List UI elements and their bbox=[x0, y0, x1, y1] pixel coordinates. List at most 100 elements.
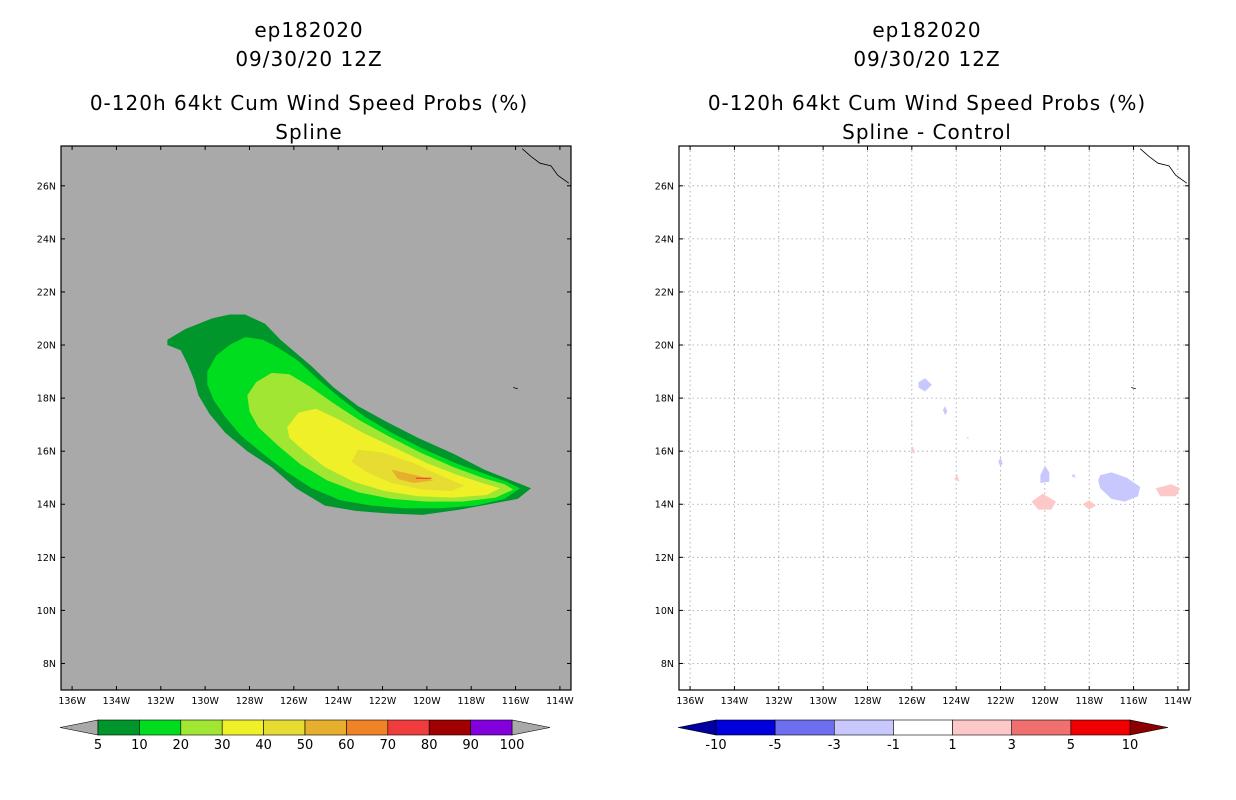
y-tick-label: 10N bbox=[655, 606, 674, 617]
colorbar-swatch bbox=[387, 719, 430, 736]
colorbar-label: 70 bbox=[380, 738, 397, 753]
x-tick-label: 126W bbox=[898, 696, 926, 707]
colorbar-label: -3 bbox=[828, 738, 841, 753]
colorbar-swatch bbox=[221, 719, 264, 736]
x-tick-label: 134W bbox=[721, 696, 749, 707]
y-tick-label: 26N bbox=[37, 181, 56, 192]
contour-level-3 bbox=[1031, 493, 1056, 510]
y-tick-label: 20N bbox=[37, 341, 56, 352]
contour-level-40 bbox=[351, 449, 465, 491]
colorbar-label: 10 bbox=[131, 738, 148, 753]
colorbar-swatch bbox=[833, 719, 894, 736]
x-tick-label: 126W bbox=[280, 696, 308, 707]
y-tick-label: 16N bbox=[37, 447, 56, 458]
contour-level-neg3 bbox=[918, 378, 932, 392]
x-tick-label: 136W bbox=[58, 696, 86, 707]
y-tick-label: 8N bbox=[661, 659, 674, 670]
x-tick-label: 124W bbox=[942, 696, 970, 707]
contour-level-neg3 bbox=[1040, 465, 1050, 483]
datetime: 09/30/20 12Z bbox=[853, 47, 1001, 71]
colorbar-swatch bbox=[180, 719, 223, 736]
x-tick-label: 114W bbox=[546, 696, 574, 707]
coastline bbox=[513, 387, 518, 390]
contour-level-neg3 bbox=[998, 457, 1003, 468]
chart-title: 0-120h 64kt Cum Wind Speed Probs (%) bbox=[89, 91, 529, 115]
x-tick-label: 128W bbox=[236, 696, 264, 707]
y-tick-label: 22N bbox=[655, 287, 674, 298]
chart-title: 0-120h 64kt Cum Wind Speed Probs (%) bbox=[707, 91, 1147, 115]
colorbar-swatch bbox=[470, 719, 513, 736]
colorbar-label: 5 bbox=[94, 738, 102, 753]
colorbar-swatch bbox=[97, 719, 140, 736]
colorbar-swatch bbox=[893, 719, 953, 736]
chart-subtitle: Spline - Control bbox=[842, 120, 1012, 144]
colorbar-over-triangle bbox=[511, 719, 551, 736]
y-tick-label: 24N bbox=[655, 234, 674, 245]
contour-level-30 bbox=[287, 408, 500, 498]
colorbar-under-triangle bbox=[59, 719, 99, 736]
x-tick-label: 134W bbox=[103, 696, 131, 707]
colorbar-label: 1 bbox=[948, 738, 956, 753]
x-tick-label: 114W bbox=[1164, 696, 1192, 707]
x-tick-label: 136W bbox=[676, 696, 704, 707]
colorbar-swatch bbox=[304, 719, 347, 736]
y-tick-label: 18N bbox=[37, 394, 56, 405]
colorbar-under-triangle bbox=[677, 719, 717, 736]
x-tick-label: 116W bbox=[502, 696, 530, 707]
chart-canvas: 136W 134W 132W 130W 128W 126W 124W 122W 120W 118W… bbox=[37, 145, 574, 753]
y-tick-label: 8N bbox=[43, 659, 56, 670]
chart-subtitle: Spline bbox=[275, 120, 343, 144]
colorbar-label: 100 bbox=[500, 738, 525, 753]
colorbar-label: 3 bbox=[1008, 738, 1016, 753]
colorbar-swatch bbox=[1070, 719, 1131, 736]
storm-id: ep182020 bbox=[872, 18, 982, 42]
colorbar-swatch bbox=[428, 719, 471, 736]
x-tick-label: 132W bbox=[765, 696, 793, 707]
left-panel: ep182020 09/30/20 12Z 0-120h 64kt Cum Wi… bbox=[37, 18, 574, 753]
x-tick-label: 118W bbox=[457, 696, 485, 707]
contour-level-20 bbox=[247, 372, 514, 502]
colorbar-swatch bbox=[263, 719, 306, 736]
x-tick-label: 130W bbox=[809, 696, 837, 707]
colorbar-label: -1 bbox=[887, 738, 900, 753]
contour-level-3 bbox=[966, 436, 969, 440]
x-tick-label: 132W bbox=[147, 696, 175, 707]
colorbar-swatch bbox=[139, 719, 182, 736]
y-tick-label: 24N bbox=[37, 234, 56, 245]
contour-level-neg3 bbox=[1098, 472, 1141, 502]
chart-canvas: 136W 134W 132W 130W 128W 126W 124W 122W 120W 118W… bbox=[655, 145, 1192, 753]
contour-level-neg3 bbox=[1071, 473, 1076, 478]
y-tick-label: 14N bbox=[655, 500, 674, 511]
x-tick-label: 122W bbox=[987, 696, 1015, 707]
right-panel: ep182020 09/30/20 12Z 0-120h 64kt Cum Wi… bbox=[618, 0, 1236, 800]
x-tick-label: 120W bbox=[413, 696, 441, 707]
x-tick-label: 124W bbox=[324, 696, 352, 707]
datetime: 09/30/20 12Z bbox=[235, 47, 383, 71]
colorbar-label: 50 bbox=[297, 738, 314, 753]
coastline bbox=[521, 148, 570, 184]
y-tick-label: 10N bbox=[37, 606, 56, 617]
y-tick-label: 26N bbox=[655, 181, 674, 192]
x-tick-label: 118W bbox=[1075, 696, 1103, 707]
x-tick-label: 116W bbox=[1120, 696, 1148, 707]
colorbar-swatch bbox=[952, 719, 1013, 736]
x-tick-label: 128W bbox=[854, 696, 882, 707]
contour-level-70 bbox=[415, 477, 432, 479]
colorbar-swatch bbox=[1011, 719, 1072, 736]
contour-level-3 bbox=[1082, 500, 1096, 510]
x-tick-label: 130W bbox=[191, 696, 219, 707]
y-tick-label: 18N bbox=[655, 394, 674, 405]
contour-level-3 bbox=[910, 422, 913, 426]
colorbar-swatch bbox=[774, 719, 835, 736]
coastline bbox=[1139, 148, 1188, 184]
contour-level-50 bbox=[391, 469, 434, 483]
colorbar-label: -5 bbox=[769, 738, 782, 753]
colorbar-swatch bbox=[346, 719, 389, 736]
y-tick-label: 16N bbox=[655, 447, 674, 458]
y-tick-label: 12N bbox=[655, 553, 674, 564]
contour-level-3 bbox=[954, 475, 960, 482]
contour-level-3 bbox=[1155, 484, 1181, 497]
colorbar-label: 20 bbox=[173, 738, 190, 753]
y-tick-label: 12N bbox=[37, 553, 56, 564]
plot-frame bbox=[60, 145, 572, 691]
